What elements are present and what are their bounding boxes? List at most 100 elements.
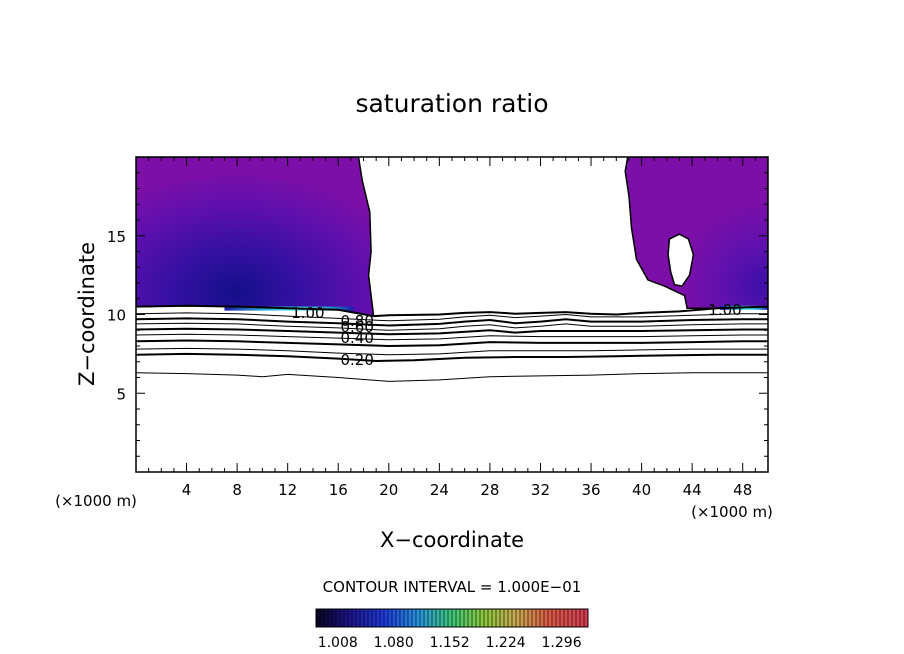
colorbar-cell [580, 609, 585, 627]
colorbar-cell [372, 609, 377, 627]
x-tick-label: 32 [531, 481, 550, 499]
colorbar-cell [484, 609, 489, 627]
x-tick-label: 4 [182, 481, 192, 499]
contour-line-0.2 [136, 352, 768, 363]
colorbar-cell [340, 609, 345, 627]
colorbar-cell [356, 609, 361, 627]
colorbar-cell [540, 609, 545, 627]
colorbar-cell [436, 609, 441, 627]
colorbar-cell [512, 609, 517, 627]
colorbar-cell [532, 609, 537, 627]
x-unit-right: (×1000 m) [691, 503, 773, 521]
x-tick-label: 16 [329, 481, 348, 499]
colorbar-label: 1.224 [486, 635, 526, 651]
contour-line-0.1 [136, 372, 768, 382]
colorbar-cell [564, 609, 569, 627]
shaded-field [136, 157, 768, 318]
colorbar-cell [456, 609, 461, 627]
colorbar-cell [364, 609, 369, 627]
x-tick-label: 44 [683, 481, 702, 499]
colorbar-cell [352, 609, 357, 627]
contour-label: 0.40 [340, 329, 373, 347]
colorbar-cell [496, 609, 501, 627]
colorbar-cell [384, 609, 389, 627]
colorbar-cell [420, 609, 425, 627]
contour-line-0.4 [136, 339, 768, 348]
contour-line-0.8 [136, 317, 768, 327]
colorbar-cell [528, 609, 533, 627]
contour-label: 1.00 [708, 301, 741, 319]
colorbar-cell [392, 609, 397, 627]
contour-labels: 1.00 0.800.600.40 0.20 1.00 [291, 301, 742, 369]
colorbar-cell [576, 609, 581, 627]
x-axis-title: X−coordinate [380, 528, 524, 552]
colorbar-cell [336, 609, 341, 627]
colorbar-cell [536, 609, 541, 627]
contour-label: 0.20 [340, 351, 373, 369]
colorbar-cell [548, 609, 553, 627]
colorbar-cell [524, 609, 529, 627]
colorbar-cell [404, 609, 409, 627]
colorbar-cell [320, 609, 325, 627]
colorbar-cell [556, 609, 561, 627]
colorbar-cell [492, 609, 497, 627]
colorbar-cell [344, 609, 349, 627]
colorbar-cell [316, 609, 321, 627]
x-tick-label: 24 [430, 481, 449, 499]
colorbar-cell [552, 609, 557, 627]
colorbar-cell [428, 609, 433, 627]
y-tick-label: 5 [116, 385, 126, 403]
colorbar: 1.008 1.080 1.152 1.224 1.296 [315, 608, 589, 651]
colorbar-cell [444, 609, 449, 627]
colorbar-cell [468, 609, 473, 627]
contour-line-1.0 [136, 304, 768, 318]
colorbar-cell [412, 609, 417, 627]
colorbar-cell [432, 609, 437, 627]
colorbar-cell [416, 609, 421, 627]
colorbar-cell [460, 609, 465, 627]
colorbar-cell [408, 609, 413, 627]
colorbar-cell [572, 609, 577, 627]
colorbar-cell [516, 609, 521, 627]
colorbar-cell [368, 609, 373, 627]
y-tick-label: 10 [107, 307, 126, 325]
contour-interval-text: CONTOUR INTERVAL = 1.000E−01 [323, 578, 582, 596]
y-tick-label: 15 [107, 228, 126, 246]
contour-label: 1.00 [291, 304, 324, 322]
shaded-region-right [624, 157, 768, 309]
x-tick-label: 36 [581, 481, 600, 499]
x-tick-label: 40 [632, 481, 651, 499]
colorbar-cell [388, 609, 393, 627]
colorbar-label: 1.296 [542, 635, 582, 651]
colorbar-label: 1.080 [374, 635, 414, 651]
contour-lines [136, 304, 768, 382]
x-tick-label: 28 [480, 481, 499, 499]
colorbar-cell [396, 609, 401, 627]
colorbar-cell [448, 609, 453, 627]
colorbar-frame [315, 608, 589, 628]
colorbar-cell [488, 609, 493, 627]
colorbar-cell [504, 609, 509, 627]
colorbar-cell [452, 609, 457, 627]
colorbar-cell [568, 609, 573, 627]
colorbar-cell [328, 609, 333, 627]
colorbar-cell [520, 609, 525, 627]
contour-line-0.7 [136, 322, 768, 331]
colorbar-cell [440, 609, 445, 627]
x-tick-label: 12 [278, 481, 297, 499]
x-tick-label: 48 [733, 481, 752, 499]
unshaded-hole [667, 233, 695, 287]
colorbar-cell [480, 609, 485, 627]
colorbar-cell [464, 609, 469, 627]
x-tick-label: 8 [232, 481, 242, 499]
colorbar-cell [584, 609, 589, 627]
colorbar-cell [500, 609, 505, 627]
contour-label: 0.60 [340, 318, 373, 336]
chart-title: saturation ratio [355, 89, 548, 118]
colorbar-label: 1.152 [430, 635, 470, 651]
colorbar-cell [360, 609, 365, 627]
contour-line-0.5 [136, 333, 768, 341]
colorbar-cell [332, 609, 337, 627]
